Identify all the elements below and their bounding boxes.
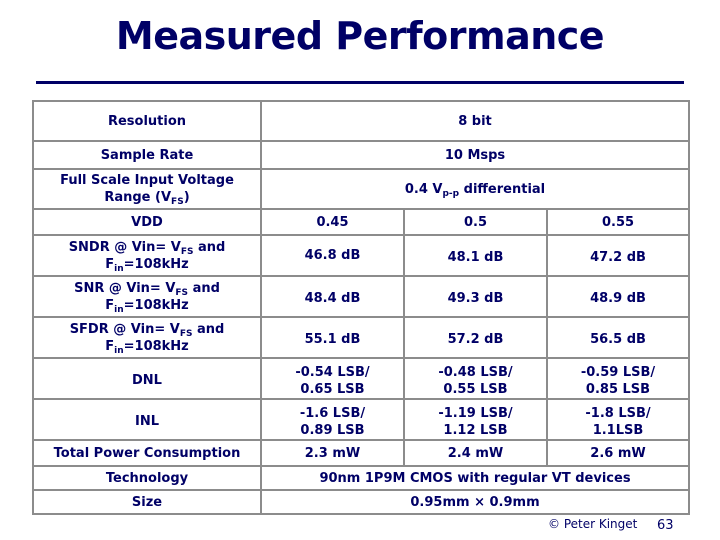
- vdd-value: 0.5: [405, 210, 546, 234]
- sfdr-value: 56.5 dB: [548, 318, 689, 357]
- resolution-value: 8 bit: [262, 102, 689, 140]
- page-number: 63: [657, 518, 674, 533]
- sfdr-label: SFDR @ Vin= VFS and Fin=108kHz: [34, 318, 260, 357]
- dnl-value: -0.59 LSB/0.85 LSB: [548, 359, 689, 398]
- power-value: 2.4 mW: [405, 441, 546, 465]
- slide-title: Measured Performance: [115, 14, 605, 58]
- table-row-technology: Technology 90nm 1P9M CMOS with regular V…: [34, 467, 689, 489]
- table-row-sfdr: SFDR @ Vin= VFS and Fin=108kHz 55.1 dB 5…: [34, 318, 689, 357]
- dnl-label: DNL: [34, 359, 260, 398]
- snr-value: 48.9 dB: [548, 277, 689, 316]
- table-row-snr: SNR @ Vin= VFS and Fin=108kHz 48.4 dB 49…: [34, 277, 689, 316]
- power-label: Total Power Consumption: [34, 441, 260, 465]
- inl-label: INL: [34, 400, 260, 439]
- table-row-size: Size 0.95mm × 0.9mm: [34, 491, 689, 513]
- table-row-power: Total Power Consumption 2.3 mW 2.4 mW 2.…: [34, 441, 689, 465]
- resolution-label: Resolution: [34, 102, 260, 140]
- table-row-resolution: Resolution 8 bit: [34, 102, 689, 140]
- table-row-full-scale: Full Scale Input Voltage Range (VFS) 0.4…: [34, 170, 689, 208]
- full-scale-value: 0.4 Vp-p differential: [262, 170, 689, 208]
- dnl-value: -0.48 LSB/0.55 LSB: [405, 359, 546, 398]
- sndr-value: 48.1 dB: [405, 236, 546, 275]
- sndr-label: SNDR @ Vin= VFS and Fin=108kHz: [34, 236, 260, 275]
- title-underline: [36, 81, 684, 84]
- table-row-dnl: DNL -0.54 LSB/0.65 LSB -0.48 LSB/0.55 LS…: [34, 359, 689, 398]
- vdd-label: VDD: [34, 210, 260, 234]
- full-scale-label: Full Scale Input Voltage Range (VFS): [34, 170, 260, 208]
- sndr-value: 46.8 dB: [262, 236, 403, 275]
- performance-table: Resolution 8 bit Sample Rate 10 Msps Ful…: [32, 100, 691, 515]
- technology-label: Technology: [34, 467, 260, 489]
- snr-label: SNR @ Vin= VFS and Fin=108kHz: [34, 277, 260, 316]
- sample-rate-label: Sample Rate: [34, 142, 260, 168]
- dnl-value: -0.54 LSB/0.65 LSB: [262, 359, 403, 398]
- copyright-footer: © Peter Kinget: [548, 517, 638, 531]
- table-row-sndr: SNDR @ Vin= VFS and Fin=108kHz 46.8 dB 4…: [34, 236, 689, 275]
- table-row-vdd: VDD 0.45 0.5 0.55: [34, 210, 689, 234]
- sfdr-value: 57.2 dB: [405, 318, 546, 357]
- technology-value: 90nm 1P9M CMOS with regular VT devices: [262, 467, 689, 489]
- power-value: 2.3 mW: [262, 441, 403, 465]
- inl-value: -1.6 LSB/0.89 LSB: [262, 400, 403, 439]
- snr-value: 49.3 dB: [405, 277, 546, 316]
- power-value: 2.6 mW: [548, 441, 689, 465]
- table-row-sample-rate: Sample Rate 10 Msps: [34, 142, 689, 168]
- inl-value: -1.8 LSB/1.1LSB: [548, 400, 689, 439]
- inl-value: -1.19 LSB/1.12 LSB: [405, 400, 546, 439]
- vdd-value: 0.45: [262, 210, 403, 234]
- size-value: 0.95mm × 0.9mm: [262, 491, 689, 513]
- vdd-value: 0.55: [548, 210, 689, 234]
- sfdr-value: 55.1 dB: [262, 318, 403, 357]
- sample-rate-value: 10 Msps: [262, 142, 689, 168]
- snr-value: 48.4 dB: [262, 277, 403, 316]
- table-row-inl: INL -1.6 LSB/0.89 LSB -1.19 LSB/1.12 LSB…: [34, 400, 689, 439]
- size-label: Size: [34, 491, 260, 513]
- sndr-value: 47.2 dB: [548, 236, 689, 275]
